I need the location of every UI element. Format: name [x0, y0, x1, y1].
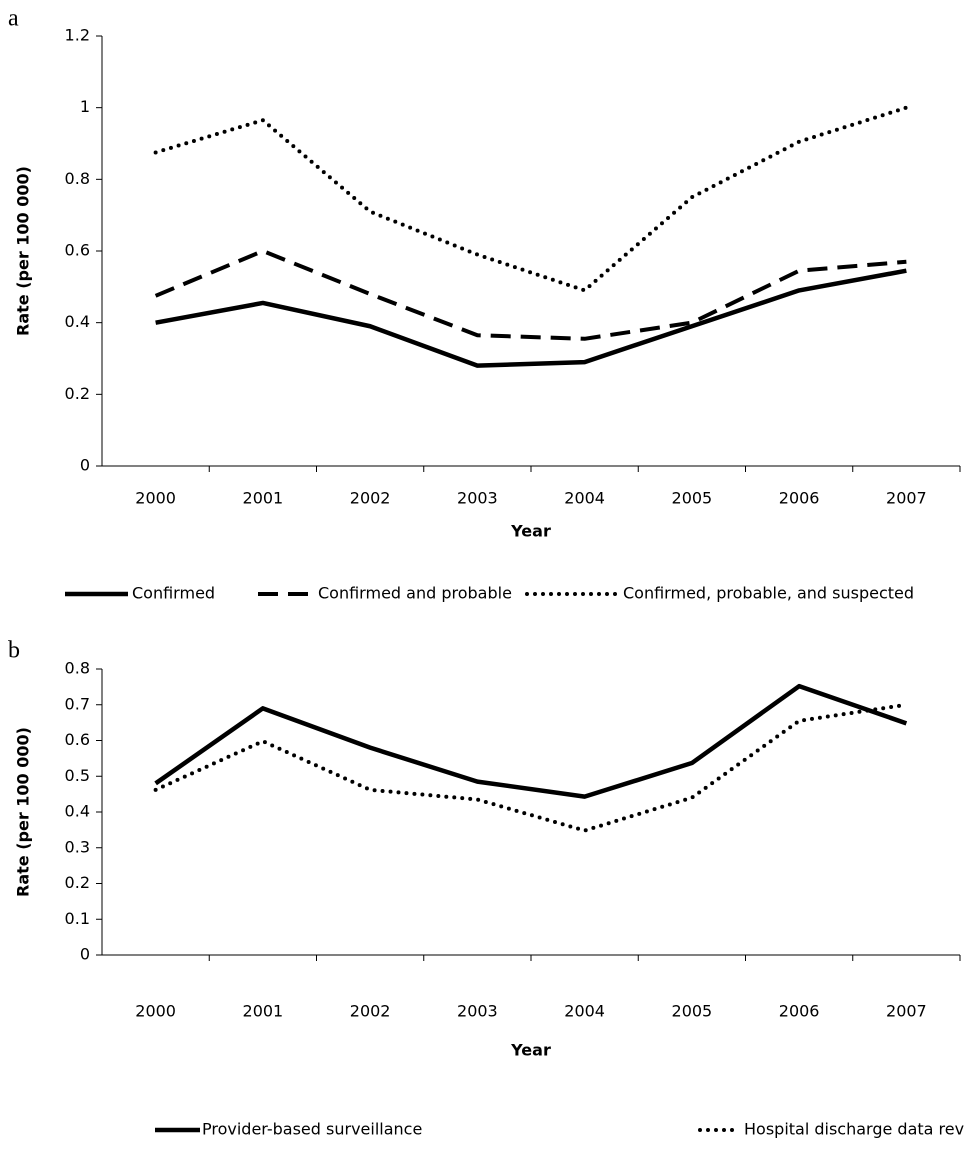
- y-axis-title: Rate (per 100 000): [14, 166, 33, 336]
- y-tick-label: 1: [80, 97, 90, 116]
- legend-label: Confirmed and probable: [318, 584, 512, 603]
- x-tick-label: 2005: [672, 1002, 713, 1021]
- data-line: [153, 702, 909, 833]
- y-axis-title: Rate (per 100 000): [14, 727, 33, 897]
- x-tick-label: 2000: [135, 1002, 176, 1021]
- y-tick-label: 0.1: [65, 909, 90, 928]
- y-tick-label: 0.2: [65, 873, 90, 892]
- x-tick-label: 2007: [886, 1002, 927, 1021]
- y-tick-label: 0.8: [65, 169, 90, 188]
- data-line: [154, 683, 908, 799]
- x-tick-label: 2004: [564, 489, 605, 508]
- y-tick-label: 0: [80, 456, 90, 475]
- x-tick-label: 2001: [243, 489, 284, 508]
- x-tick-label: 2002: [350, 1002, 391, 1021]
- x-tick-label: 2006: [779, 489, 820, 508]
- data-line: [154, 249, 907, 341]
- x-tick-label: 2003: [457, 489, 498, 508]
- y-tick-label: 0.8: [65, 659, 90, 678]
- data-line: [155, 268, 907, 368]
- legend-label: Confirmed, probable, and suspected: [623, 584, 914, 603]
- x-tick-label: 2003: [457, 1002, 498, 1021]
- x-tick-label: 2005: [672, 489, 713, 508]
- legend-label: Hospital discharge data review: [744, 1120, 965, 1139]
- panel-label: b: [8, 638, 20, 664]
- y-tick-label: 0.4: [65, 312, 90, 331]
- y-tick-label: 0.6: [65, 730, 90, 749]
- y-tick-label: 1.2: [65, 26, 90, 45]
- x-tick-label: 2002: [350, 489, 391, 508]
- x-tick-label: 2006: [779, 1002, 820, 1021]
- y-tick-label: 0.6: [65, 241, 90, 260]
- y-tick-label: 0.2: [65, 384, 90, 403]
- y-tick-label: 0.4: [65, 802, 90, 821]
- legend-label: Confirmed: [132, 584, 215, 603]
- data-line: [153, 105, 909, 293]
- y-tick-label: 0.5: [65, 766, 90, 785]
- panel-label: a: [8, 6, 19, 32]
- x-tick-label: 2000: [135, 489, 176, 508]
- y-tick-label: 0.7: [65, 694, 90, 713]
- x-tick-label: 2001: [243, 1002, 284, 1021]
- y-tick-label: 0.3: [65, 837, 90, 856]
- x-tick-label: 2007: [886, 489, 927, 508]
- y-tick-label: 0: [80, 945, 90, 964]
- x-tick-label: 2004: [564, 1002, 605, 1021]
- x-axis-title: Year: [510, 522, 551, 541]
- legend-label: Provider-based surveillance: [202, 1120, 422, 1139]
- x-axis-title: Year: [510, 1041, 551, 1060]
